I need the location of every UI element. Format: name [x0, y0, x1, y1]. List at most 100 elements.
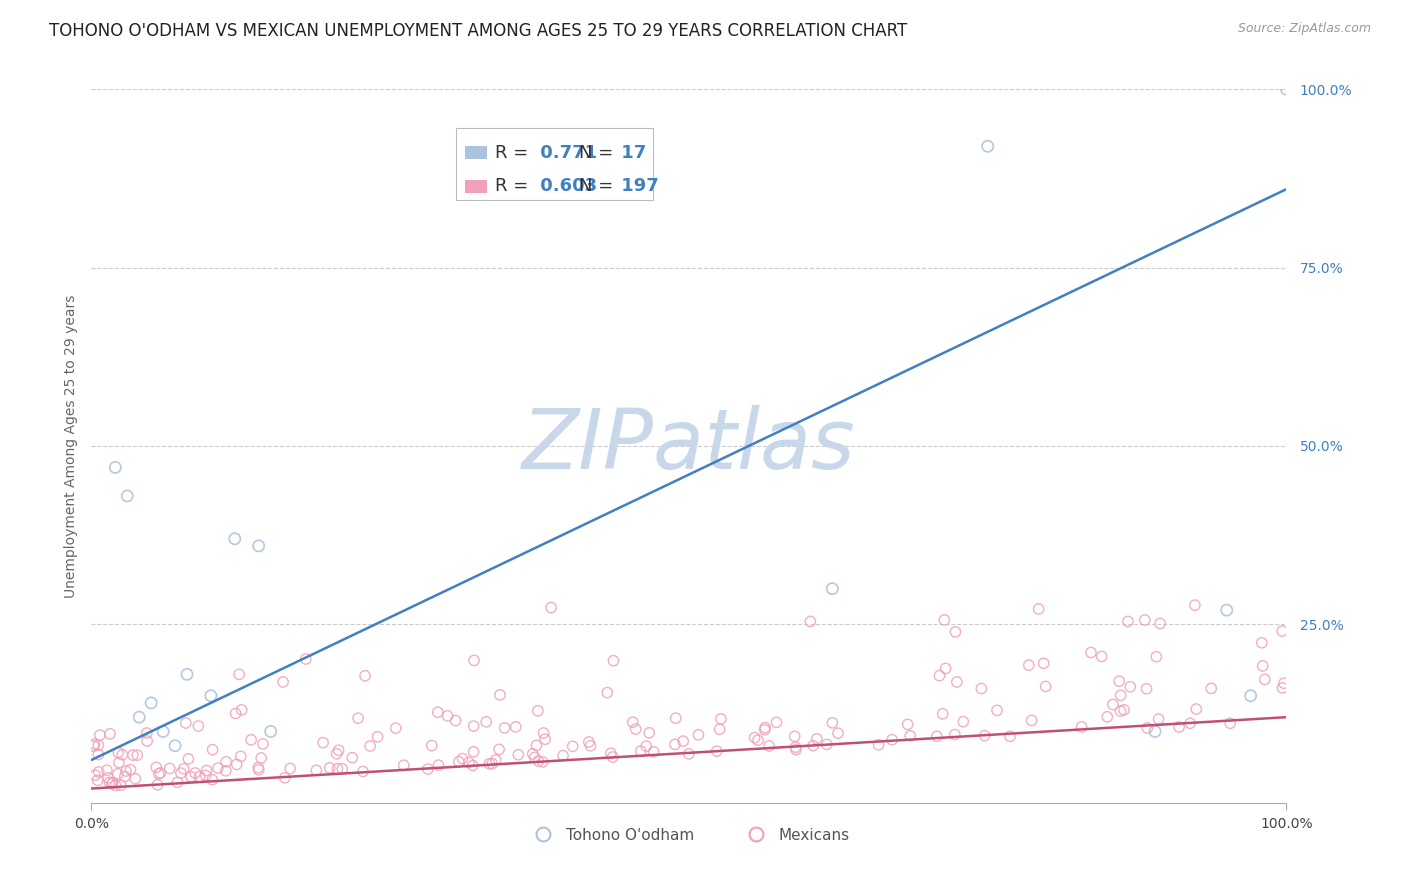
Point [295, 652, 318, 666]
Point [986, 703, 1008, 717]
Point [754, 723, 776, 737]
Point [1109, 689, 1132, 703]
Point [111, 747, 134, 762]
Point [228, 667, 250, 681]
Text: 17: 17 [614, 144, 647, 161]
Point [247, 763, 270, 777]
Point [1108, 674, 1130, 689]
Point [1251, 659, 1274, 673]
Point [114, 770, 136, 784]
Point [444, 714, 467, 728]
Point [392, 758, 415, 772]
Point [108, 756, 131, 770]
Point [180, 770, 202, 784]
Point [312, 736, 335, 750]
Point [815, 738, 838, 752]
Point [352, 764, 374, 779]
Point [1168, 720, 1191, 734]
Point [747, 733, 769, 747]
Point [240, 732, 263, 747]
Point [461, 758, 484, 772]
Point [271, 675, 294, 690]
Point [596, 685, 619, 699]
Point [998, 730, 1021, 744]
Point [104, 779, 127, 793]
Point [970, 681, 993, 696]
Point [200, 689, 222, 703]
Point [602, 654, 624, 668]
Point [87, 764, 110, 779]
Point [107, 746, 129, 760]
Text: R =: R = [495, 178, 529, 195]
Point [710, 712, 733, 726]
Point [1199, 681, 1222, 696]
Point [897, 717, 920, 731]
Point [231, 703, 253, 717]
Point [152, 724, 174, 739]
Point [599, 746, 621, 760]
Point [1240, 689, 1263, 703]
Point [578, 735, 600, 749]
Point [1112, 703, 1135, 717]
Point [225, 757, 247, 772]
Point [522, 747, 544, 761]
Point [534, 732, 557, 747]
Point [533, 726, 555, 740]
Point [1133, 613, 1156, 627]
FancyBboxPatch shape [456, 128, 652, 200]
Point [83, 739, 105, 753]
Point [120, 763, 142, 777]
Point [785, 740, 807, 755]
Point [508, 747, 530, 762]
Text: TOHONO O'ODHAM VS MEXICAN UNEMPLOYMENT AMONG AGES 25 TO 29 YEARS CORRELATION CHA: TOHONO O'ODHAM VS MEXICAN UNEMPLOYMENT A… [49, 22, 907, 40]
Point [305, 764, 328, 778]
Text: 0.603: 0.603 [534, 178, 596, 195]
Text: 197: 197 [614, 178, 658, 195]
Point [463, 745, 485, 759]
Point [1028, 602, 1050, 616]
Point [224, 532, 246, 546]
Point [488, 742, 510, 756]
Point [1136, 721, 1159, 735]
Point [1144, 724, 1167, 739]
Point [115, 764, 138, 778]
Point [1135, 681, 1157, 696]
Point [115, 489, 138, 503]
Point [188, 770, 211, 784]
Text: 0.771: 0.771 [534, 144, 596, 161]
Point [1032, 657, 1054, 671]
Point [1185, 702, 1208, 716]
Point [882, 732, 904, 747]
Point [98, 775, 121, 789]
Point [176, 667, 198, 681]
Point [325, 747, 347, 761]
Point [1184, 598, 1206, 612]
Point [672, 734, 695, 748]
Point [1250, 636, 1272, 650]
Point [551, 748, 574, 763]
Text: R =: R = [495, 144, 529, 161]
Point [665, 711, 688, 725]
Point [801, 739, 824, 753]
Point [643, 745, 665, 759]
Point [229, 749, 252, 764]
Point [447, 755, 470, 769]
Point [1149, 616, 1171, 631]
Point [451, 751, 474, 765]
Point [489, 688, 512, 702]
Point [247, 760, 270, 774]
Point [1219, 716, 1241, 731]
Point [523, 750, 546, 764]
Point [664, 737, 686, 751]
Point [1272, 676, 1295, 690]
Point [86, 773, 108, 788]
Point [166, 775, 188, 789]
Point [624, 722, 647, 736]
Point [201, 742, 224, 756]
Point [943, 727, 966, 741]
Point [416, 762, 439, 776]
Legend: Tohono O'odham, Mexicans: Tohono O'odham, Mexicans [522, 822, 856, 848]
Point [247, 539, 270, 553]
Point [934, 613, 956, 627]
Point [347, 711, 370, 725]
